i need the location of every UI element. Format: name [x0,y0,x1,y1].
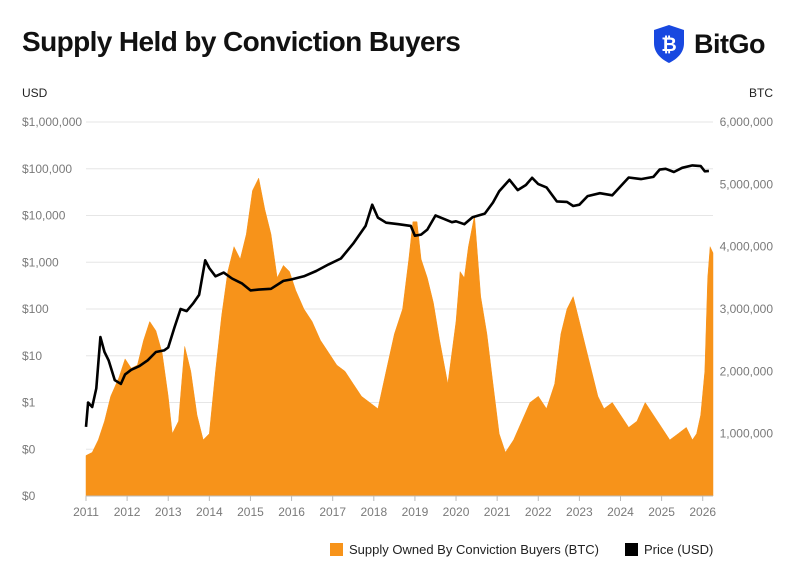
x-tick-label: 2020 [443,505,470,519]
left-tick-label: $10 [22,349,42,363]
legend-label-supply: Supply Owned By Conviction Buyers (BTC) [349,542,599,557]
x-tick-label: 2017 [319,505,346,519]
bitcoin-glyph-icon: ₿ [661,34,676,56]
legend: Supply Owned By Conviction Buyers (BTC) … [330,542,713,557]
right-axis-unit-label: BTC [749,86,773,100]
right-tick-label: 5,000,000 [720,177,774,191]
legend-swatch-supply [330,543,343,556]
bitgo-logo: ₿ BitGo [652,24,766,64]
x-tick-label: 2025 [648,505,675,519]
x-tick-label: 2022 [525,505,552,519]
x-tick-label: 2021 [484,505,511,519]
x-tick-label: 2015 [237,505,264,519]
left-tick-label: $0 [22,442,36,456]
legend-item-supply: Supply Owned By Conviction Buyers (BTC) [330,542,599,557]
left-tick-label: $10,000 [22,209,66,223]
legend-label-price: Price (USD) [643,542,714,557]
chart-title: Supply Held by Conviction Buyers [22,26,461,57]
x-tick-label: 2026 [689,505,716,519]
x-tick-label: 2024 [607,505,634,519]
brand-name: BitGo [694,28,766,59]
x-tick-label: 2018 [360,505,387,519]
x-tick-label: 2023 [566,505,593,519]
right-tick-label: 4,000,000 [720,240,774,254]
supply-area [85,177,714,497]
x-tick-label: 2019 [402,505,429,519]
shield-icon: ₿ [654,25,684,63]
left-tick-label: $1,000 [22,255,59,269]
x-tick-label: 2014 [196,505,223,519]
left-tick-label: $100 [22,302,49,316]
right-tick-label: 2,000,000 [720,364,774,378]
left-tick-label: $0 [22,489,36,503]
right-tick-label: 3,000,000 [720,302,774,316]
right-tick-label: 6,000,000 [720,115,774,129]
right-tick-label: 1,000,000 [720,427,774,441]
legend-item-price: Price (USD) [624,542,714,557]
price-line [84,164,710,428]
x-tick-label: 2016 [278,505,305,519]
left-axis-unit-label: USD [22,86,48,100]
left-tick-label: $1,000,000 [22,115,82,129]
left-tick-label: $1 [22,396,36,410]
x-tick-label: 2012 [114,505,141,519]
legend-swatch-price [624,543,638,556]
left-tick-label: $100,000 [22,162,72,176]
x-tick-label: 2011 [73,505,99,519]
x-tick-label: 2013 [155,505,182,519]
